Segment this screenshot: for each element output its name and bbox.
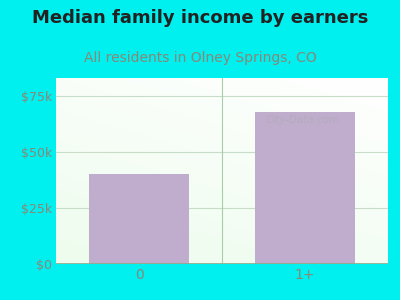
Bar <box>255 112 355 264</box>
Text: Median family income by earners: Median family income by earners <box>32 9 368 27</box>
Text: All residents in Olney Springs, CO: All residents in Olney Springs, CO <box>84 51 316 65</box>
Bar <box>89 174 189 264</box>
Text: City-Data.com: City-Data.com <box>265 115 339 124</box>
